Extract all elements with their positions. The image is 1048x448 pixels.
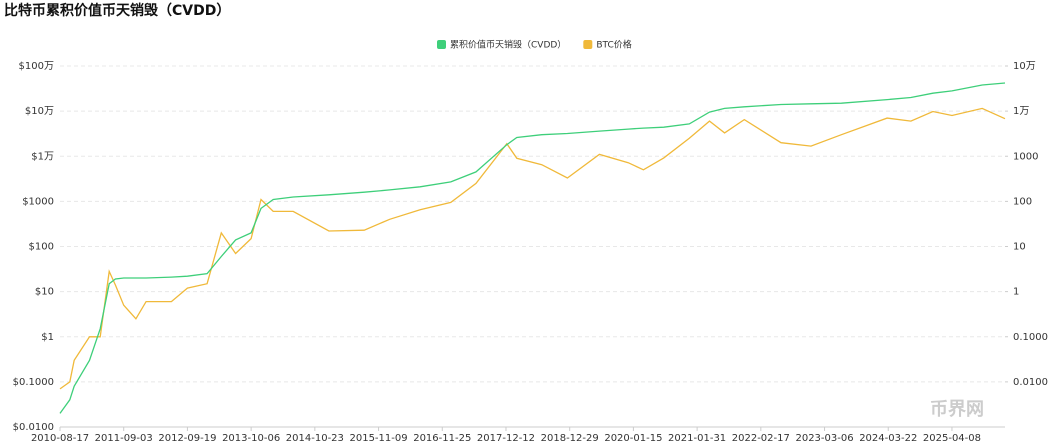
y-tick-label: $0.1000 bbox=[13, 377, 54, 388]
x-tick-label: 2012-09-19 bbox=[158, 433, 216, 444]
legend-label: 累积价值币天销毁（CVDD） bbox=[450, 39, 566, 51]
x-tick-label: 2017-12-12 bbox=[477, 433, 535, 444]
x-tick-label: 2011-09-03 bbox=[95, 433, 153, 444]
y-tick-label: $1万 bbox=[31, 151, 54, 162]
x-tick-label: 2025-04-08 bbox=[923, 433, 981, 444]
y-tick-label: $10 bbox=[35, 287, 54, 298]
x-tick-label: 2016-11-25 bbox=[413, 433, 471, 444]
series-line bbox=[59, 107, 1006, 390]
x-tick-label: 2013-10-06 bbox=[222, 433, 280, 444]
x-tick-label: 2023-03-06 bbox=[795, 433, 853, 444]
chart-title: 比特币累积价值币天销毁（CVDD） bbox=[4, 2, 230, 19]
y-tick-label: $1 bbox=[41, 332, 54, 343]
x-tick-label: 2020-01-15 bbox=[604, 433, 662, 444]
x-tick-label: 2021-01-31 bbox=[668, 433, 726, 444]
legend-label: BTC价格 bbox=[596, 39, 631, 51]
y-tick-label: $0.0100 bbox=[13, 422, 54, 433]
legend-swatch bbox=[583, 40, 593, 49]
y2-tick-label: 100 bbox=[1013, 196, 1032, 207]
y2-tick-label: 10万 bbox=[1013, 61, 1036, 72]
y2-tick-label: 10 bbox=[1013, 242, 1026, 253]
x-tick-label: 2015-11-09 bbox=[349, 433, 407, 444]
y2-tick-label: 1万 bbox=[1013, 106, 1029, 117]
x-tick-label: 2018-12-29 bbox=[541, 433, 599, 444]
x-tick-label: 2022-02-17 bbox=[732, 433, 790, 444]
series-line bbox=[59, 82, 1006, 414]
legend-swatch bbox=[437, 40, 446, 49]
y-tick-label: $1000 bbox=[22, 196, 54, 207]
watermark: 币界网 bbox=[930, 399, 984, 420]
y2-tick-label: 1000 bbox=[1013, 151, 1038, 162]
x-tick-label: 2014-10-23 bbox=[286, 433, 344, 444]
y2-tick-label: 0.1000 bbox=[1013, 332, 1048, 343]
y2-tick-label: 1 bbox=[1013, 287, 1019, 298]
x-tick-label: 2024-03-22 bbox=[859, 433, 917, 444]
y2-tick-label: 0.0100 bbox=[1013, 377, 1048, 388]
y-tick-label: $10万 bbox=[25, 106, 54, 117]
y-tick-label: $100 bbox=[29, 242, 54, 253]
x-tick-label: 2010-08-17 bbox=[31, 433, 89, 444]
y-tick-label: $100万 bbox=[19, 61, 54, 72]
